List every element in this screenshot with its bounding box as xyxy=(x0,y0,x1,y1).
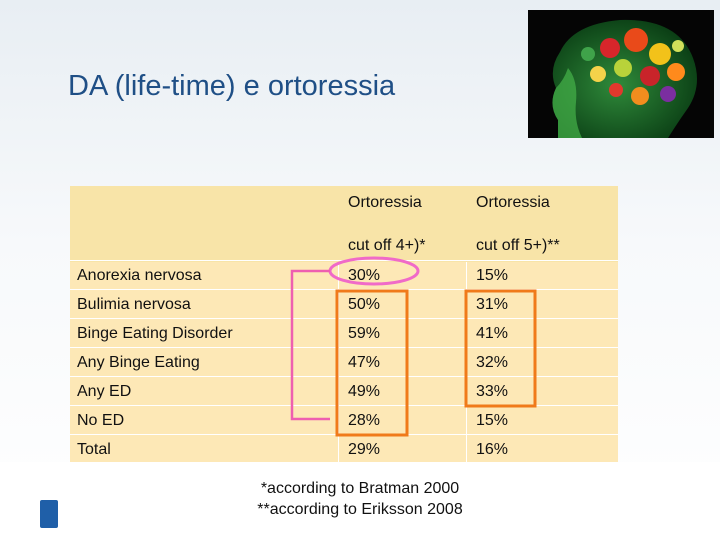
row-value-col1: 28% xyxy=(348,412,381,429)
row-label: Any Binge Eating xyxy=(77,354,200,371)
prevalence-table: Ortoressia Ortoressia cut off 4+)* cut o… xyxy=(70,186,618,462)
row-value-col1: 49% xyxy=(348,383,381,400)
row-label: Bulimia nervosa xyxy=(77,296,191,313)
row-value-col2: 41% xyxy=(476,325,509,342)
table-row: Binge Eating Disorder 59% 41% xyxy=(70,318,618,348)
row-label: No ED xyxy=(77,412,125,429)
row-value-col2: 33% xyxy=(476,383,509,400)
row-label: Anorexia nervosa xyxy=(77,267,202,284)
table-header xyxy=(70,186,618,262)
row-label: Binge Eating Disorder xyxy=(77,325,233,342)
table-row: Any Binge Eating 47% 32% xyxy=(70,347,618,377)
row-value-col1: 50% xyxy=(348,296,381,313)
highlight-oval xyxy=(328,256,420,286)
row-value-col1: 47% xyxy=(348,354,381,371)
row-value-col1: 30% xyxy=(348,267,381,284)
table-row: No ED 28% 15% xyxy=(70,405,618,435)
highlight-box-col2 xyxy=(464,289,537,408)
row-label: Total xyxy=(77,441,111,458)
col1-subheader: cut off 4+)* xyxy=(348,237,426,254)
row-value-col2: 32% xyxy=(476,354,509,371)
bracket xyxy=(290,269,330,421)
slide-title: DA (life-time) e ortoressia xyxy=(68,70,396,102)
table-row: Any ED 49% 33% xyxy=(70,376,618,406)
footnote: *according to Bratman 2000 **according t… xyxy=(230,478,490,520)
row-value-col2: 15% xyxy=(476,267,509,284)
row-value-col1: 59% xyxy=(348,325,381,342)
row-label: Any ED xyxy=(77,383,132,400)
footnote-bratman: *according to Bratman 2000 xyxy=(260,480,460,497)
row-value-col1: 29% xyxy=(348,441,381,458)
highlight-box-col1 xyxy=(335,289,409,437)
row-value-col2: 16% xyxy=(476,441,509,458)
row-value-col2: 31% xyxy=(476,296,509,313)
col2-subheader: cut off 5+)** xyxy=(476,237,560,254)
row-value-col2: 15% xyxy=(476,412,509,429)
col1-header: Ortoressia xyxy=(348,194,422,211)
col2-header: Ortoressia xyxy=(476,194,550,211)
footnote-eriksson: **according to Eriksson 2008 xyxy=(257,501,463,518)
brain-vegetables-image xyxy=(528,10,714,138)
shield-logo-icon xyxy=(40,500,58,528)
